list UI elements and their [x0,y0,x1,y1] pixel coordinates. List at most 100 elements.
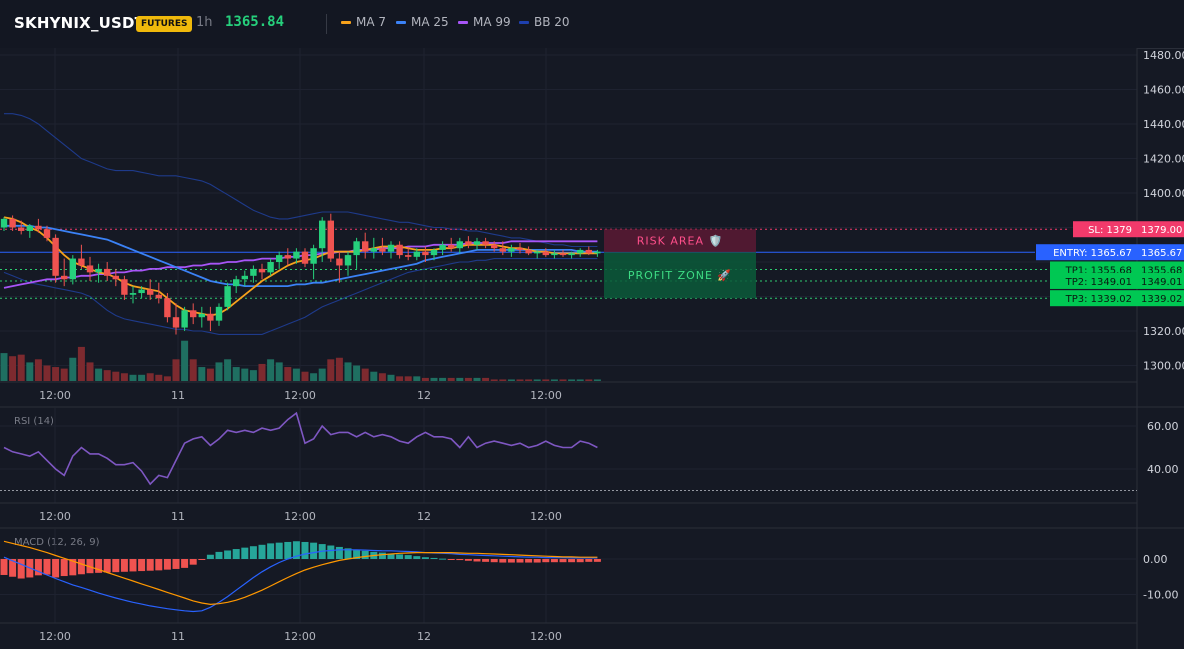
candle-body [396,244,403,256]
entry-value-box [1137,244,1184,261]
volume-bar [490,379,498,381]
macd-hist-bar [43,559,51,575]
candle-body [224,286,231,307]
candle-body [181,310,188,328]
macd-hist-bar [327,545,335,559]
candle-body [198,313,205,318]
candle-body [585,249,592,254]
macd-hist-bar [482,559,490,562]
volume-bar [516,379,524,381]
volume-bar [550,379,558,381]
bb-lower-line [3,258,598,335]
rsi-tick: 60.00 [1147,420,1179,433]
candle-body [430,249,438,256]
volume-bar [43,365,51,381]
candle-body [78,258,85,266]
macd-hist-bar [378,552,386,559]
legend-ma7-label: MA 7 [356,15,387,29]
volume-bar [206,368,214,381]
trade-zones: RISK AREA 🛡️ PROFIT ZONE 🚀 [604,229,756,299]
candle-body [293,251,300,259]
candle-body [594,251,601,254]
macd-hist-bar [129,559,137,572]
candle-body [276,255,283,262]
macd-pane[interactable]: 0.00 -10.00 [0,529,1178,623]
volume-bar [533,379,541,381]
candle-body [405,255,412,257]
candle-body [43,229,51,238]
macd-hist-bar [146,559,154,571]
legend-ma99[interactable]: MA 99 [458,15,511,29]
price-axis[interactable]: 1480.00 1460.00 1440.00 1420.00 1400.00 1320.… [1143,49,1184,373]
interval-label[interactable]: 1h [196,15,213,30]
volume-bar [310,373,318,381]
macd-hist-bar [258,544,266,559]
candle-body [542,251,549,256]
price-tick: 1480.00 [1143,49,1184,62]
volume-bar [60,368,68,381]
macd-hist-bar [206,554,214,559]
volume-bar [292,368,300,381]
macd-hist-bar [387,553,395,559]
macd-hist-bar [112,559,120,573]
time-tick: 12 [417,510,431,523]
macd-hist-bar [138,559,146,572]
legend-bb20[interactable]: BB 20 [519,15,570,29]
volume-bar [163,376,171,381]
legend-ma25[interactable]: MA 25 [396,15,449,29]
candle-body [9,218,16,228]
rsi-tick: 40.00 [1147,463,1179,476]
macd-hist-bar [310,542,318,559]
candle-body [379,248,386,252]
macd-hist-bar [430,557,438,559]
price-pane[interactable] [0,48,1137,382]
candle-body [207,313,214,321]
candle-body [61,275,68,280]
macd-hist-bar [447,559,455,560]
macd-hist-bar [456,559,464,561]
time-tick: 12:00 [284,510,316,523]
volume-bar [585,379,593,381]
macd-hist-bar [198,559,206,560]
volume-bar [361,368,369,381]
candle-body [422,251,429,256]
macd-hist-bar [120,559,128,572]
symbol-name[interactable]: SKHYNIX_USDT [14,14,146,32]
candle-body [344,255,352,266]
legend-ma7[interactable]: MA 7 [341,15,386,29]
candle-body [164,298,171,318]
macd-hist-bar [52,559,60,578]
volume-bar [232,367,240,381]
rsi-pane[interactable]: 60.00 40.00 [0,408,1179,503]
last-price: 1365.84 [225,14,285,30]
volume-bar [172,359,180,381]
legend-bb20-label: BB 20 [534,15,570,29]
profit-zone-label: PROFIT ZONE 🚀 [628,269,732,282]
macd-hist-bar [95,559,103,573]
price-tick: 1420.00 [1143,153,1184,166]
signal-line [3,540,598,606]
time-axis-main[interactable]: 12:00 11 12:00 12 12:00 [39,389,562,402]
ma25-line [4,224,598,287]
price-tick: 1400.00 [1143,187,1184,200]
volume-bar [378,373,386,381]
macd-hist-bar [215,551,223,559]
time-axis-macd: 12:00 11 12:00 12 12:00 [39,630,562,643]
volume-bar [327,359,335,381]
volume-bars [0,340,601,381]
volume-bar [335,357,343,381]
volume-bar [103,370,111,381]
candle-body [112,275,119,280]
candle-body [499,248,506,252]
candle-body [327,220,334,259]
macd-hist-bar [301,541,309,559]
volume-bar [77,346,85,381]
candle-body [559,253,567,256]
sl-tag [1073,221,1137,238]
candle-body [387,244,395,252]
macd-line [3,549,598,613]
volume-bar [120,373,128,381]
macd-hist-bar [60,559,68,577]
macd-hist-bar [439,558,447,560]
